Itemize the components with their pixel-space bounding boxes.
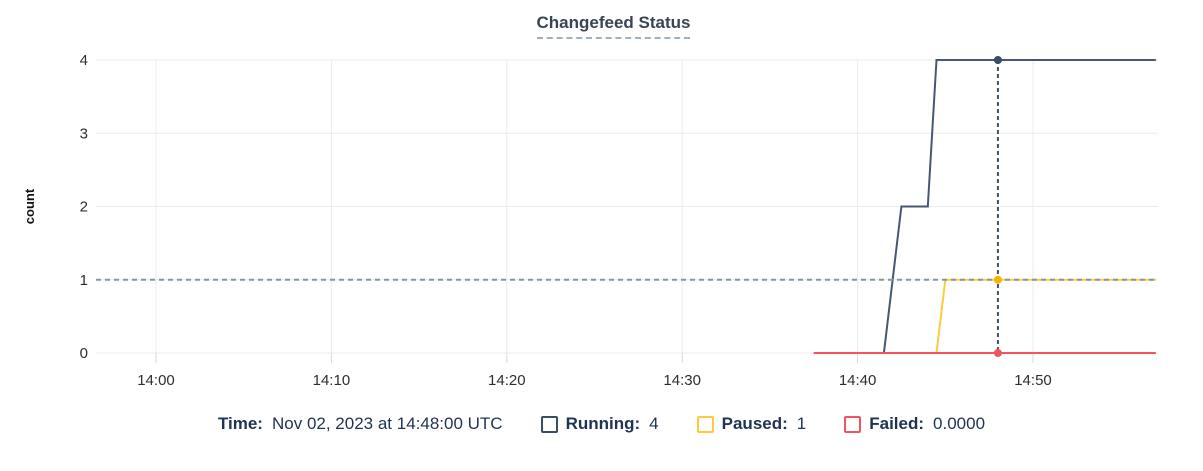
x-axis-tick-label: 14:10 (313, 372, 351, 389)
x-axis-tick-label: 14:20 (488, 372, 526, 389)
hover-point-failed (993, 349, 1002, 357)
chart-title-row: Changefeed Status (0, 13, 1203, 39)
legend-item-running: Running: 4 (540, 414, 659, 434)
legend-time-value: Nov 02, 2023 at 14:48:00 UTC (271, 414, 503, 433)
y-axis-tick-label: 3 (80, 125, 88, 142)
legend-failed-value: 0.0000 (933, 414, 986, 433)
legend-paused-value: 1 (796, 414, 807, 433)
y-axis-tick-label: 4 (80, 52, 88, 69)
series-line-paused (813, 278, 1156, 354)
x-axis-tick-label: 14:50 (1014, 372, 1052, 389)
legend-running-label: Running: (565, 414, 641, 433)
hover-point-paused (993, 275, 1002, 284)
hover-point-running (993, 56, 1002, 64)
y-axis-tick-label: 2 (80, 199, 88, 216)
paused-series-swatch (696, 415, 714, 433)
legend-failed-label: Failed: (869, 414, 925, 433)
y-axis-tick-label: 1 (80, 272, 88, 289)
legend-paused-label: Paused: (721, 414, 788, 433)
x-axis-tick-label: 14:30 (663, 372, 701, 389)
legend-time-label: Time: (217, 414, 263, 433)
y-axis-tick-label: 0 (80, 345, 88, 362)
chart-title[interactable]: Changefeed Status (536, 13, 691, 39)
x-axis-tick-label: 14:00 (137, 372, 175, 389)
x-axis-tick-label: 14:40 (839, 372, 877, 389)
legend-item-paused: Paused: 1 (696, 414, 807, 434)
chart-plot-area[interactable]: 0 1 2 3 4 14:00 14:10 14:20 14:30 14:40 14:50 count (0, 0, 1203, 400)
legend-running-value: 4 (649, 414, 659, 433)
failed-series-swatch (844, 415, 862, 433)
running-series-swatch (540, 415, 558, 433)
chart-hover-legend: Time: Nov 02, 2023 at 14:48:00 UTC Runni… (0, 414, 1203, 434)
legend-time: Time: Nov 02, 2023 at 14:48:00 UTC (218, 414, 503, 434)
y-axis-title: count (22, 188, 37, 224)
legend-item-failed: Failed: 0.0000 (844, 414, 985, 434)
